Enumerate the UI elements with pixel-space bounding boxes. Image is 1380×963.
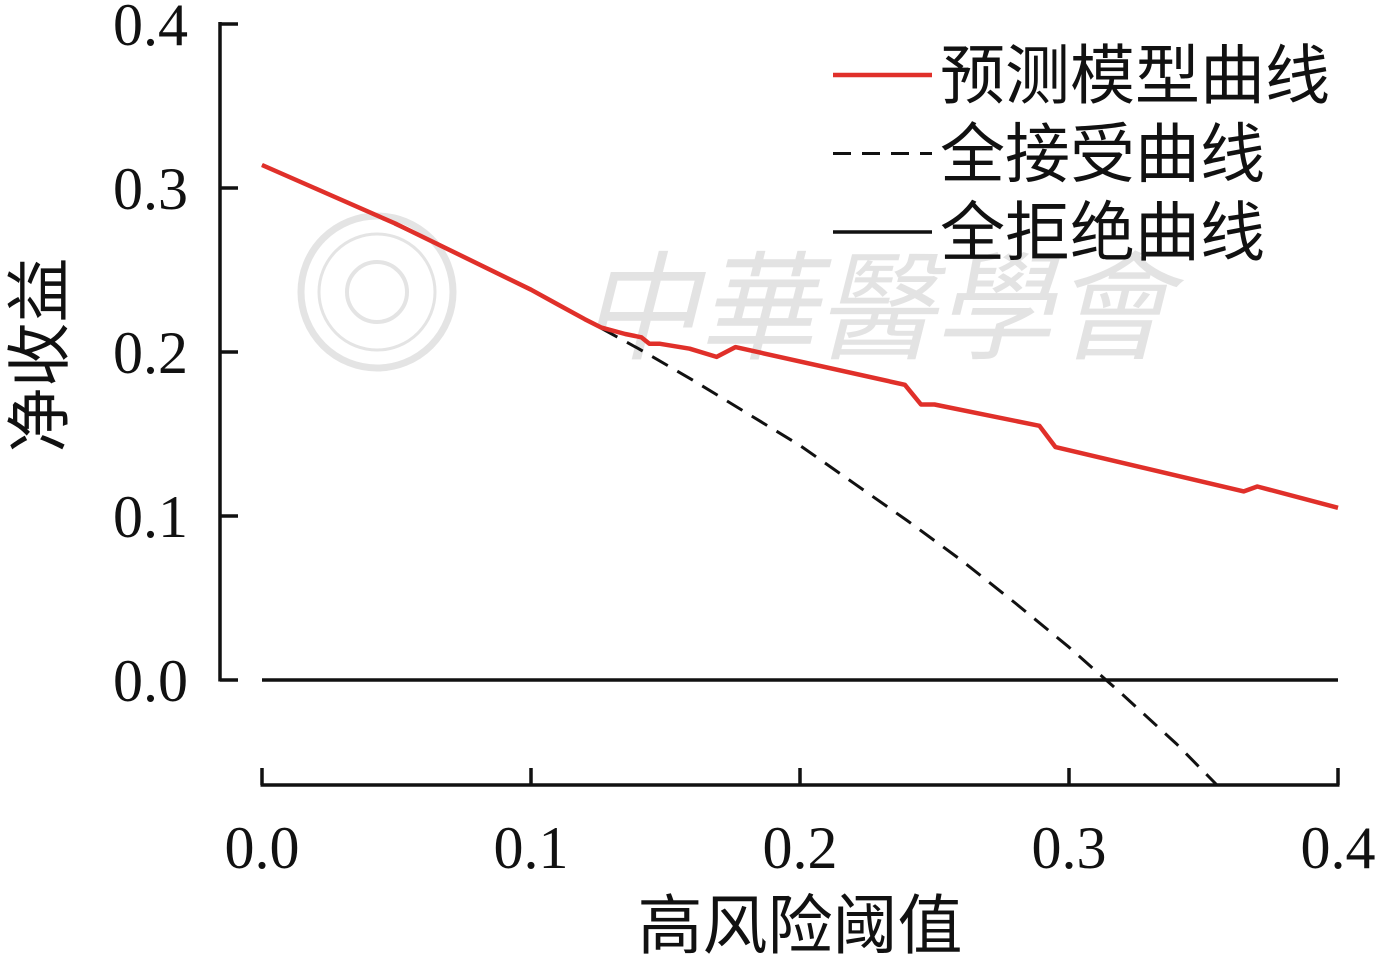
y-tick-label: 0.1 bbox=[113, 484, 188, 550]
legend-label: 全拒绝曲线 bbox=[940, 196, 1265, 271]
y-tick-label: 0.4 bbox=[113, 0, 188, 58]
x-axis-label: 高风险阈值 bbox=[637, 889, 962, 963]
legend-label: 预测模型曲线 bbox=[940, 39, 1330, 114]
x-tick-label: 0.1 bbox=[494, 815, 569, 881]
x-tick-label: 0.2 bbox=[763, 815, 838, 881]
legend-item: 全拒绝曲线 bbox=[833, 196, 1265, 271]
legend-item: 预测模型曲线 bbox=[833, 39, 1330, 114]
watermark-text: 中華醫學會 bbox=[580, 240, 1185, 378]
watermark: 中華醫學會 bbox=[297, 212, 1185, 378]
seal-emblem bbox=[345, 260, 409, 324]
seal-inner-ring bbox=[317, 232, 437, 352]
legend-label: 全接受曲线 bbox=[940, 118, 1265, 193]
series-lines bbox=[261, 162, 1339, 787]
axes: 0.0 0.1 0.2 0.3 0.4 0.0 0.1 0.2 0.3 0.4 bbox=[113, 0, 1376, 881]
y-axis-label: 净收益 bbox=[3, 257, 78, 452]
x-tick-label: 0.0 bbox=[225, 815, 300, 881]
y-tick-label: 0.0 bbox=[113, 648, 188, 714]
prediction-model-curve bbox=[261, 162, 1339, 510]
x-tick-label: 0.3 bbox=[1032, 815, 1107, 881]
legend-item: 全接受曲线 bbox=[833, 118, 1265, 193]
y-tick-label: 0.2 bbox=[113, 320, 188, 386]
y-tick-label: 0.3 bbox=[113, 156, 188, 222]
x-tick-label: 0.4 bbox=[1301, 815, 1376, 881]
